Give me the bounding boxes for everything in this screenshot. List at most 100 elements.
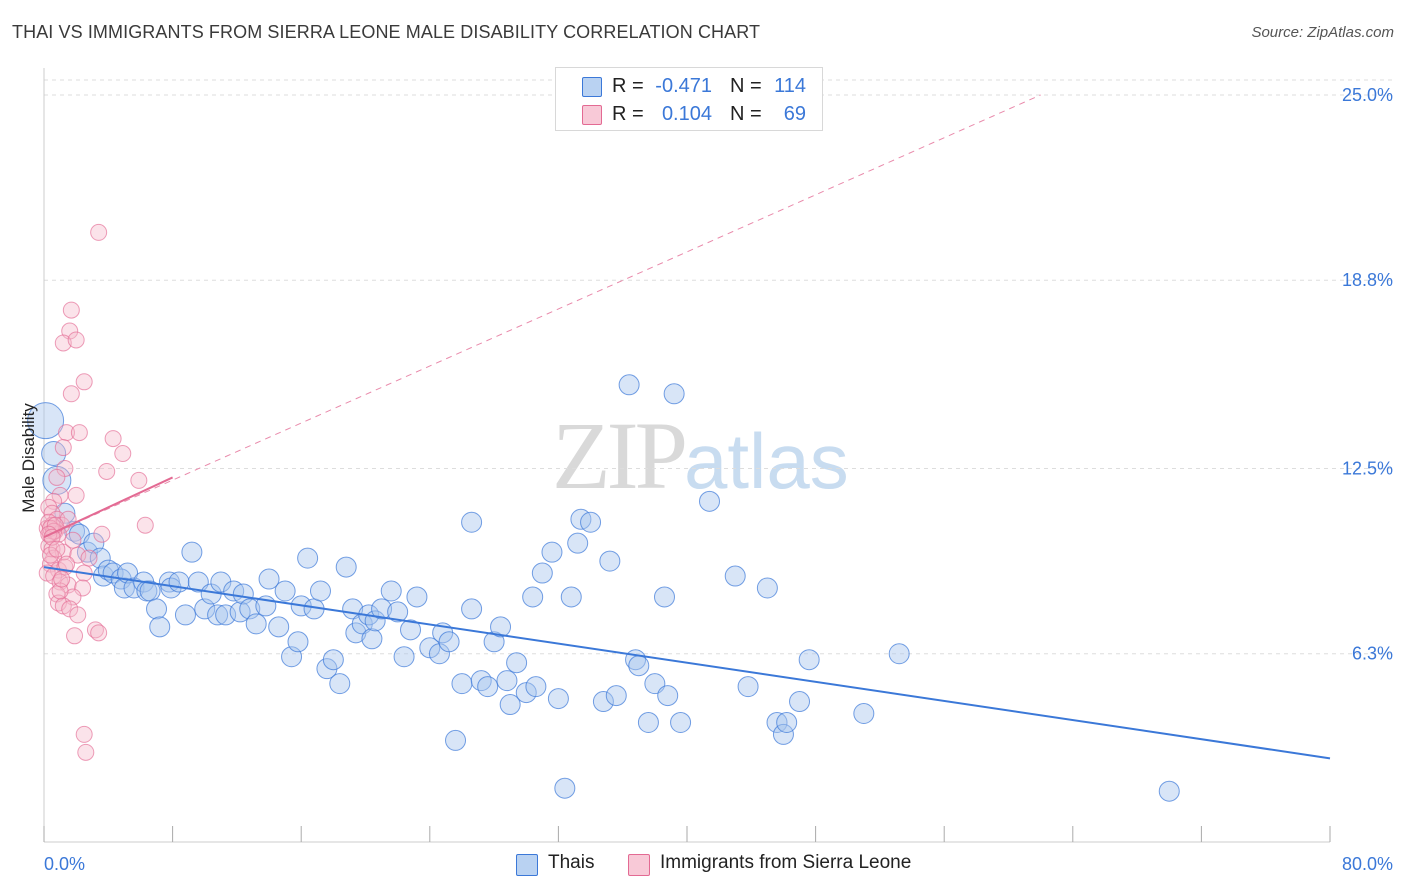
data-point-thais bbox=[258, 568, 280, 590]
bottom-legend-swatch-sierra-leone bbox=[628, 854, 650, 876]
data-point-thais bbox=[27, 402, 65, 440]
data-point-sierra-leone bbox=[114, 445, 132, 463]
data-point-thais bbox=[335, 556, 357, 578]
data-point-thais bbox=[146, 598, 168, 620]
legend-swatch-thais bbox=[582, 77, 602, 97]
data-point-thais bbox=[445, 729, 467, 751]
legend: R = -0.471 N = 114 R = 0.104 N = 69 bbox=[555, 67, 823, 131]
data-point-thais bbox=[297, 547, 319, 569]
data-point-sierra-leone bbox=[67, 331, 85, 349]
legend-row-thais: R = -0.471 N = 114 bbox=[556, 73, 822, 101]
legend-row-sierra-leone: R = 0.104 N = 69 bbox=[556, 101, 822, 129]
data-point-thais bbox=[329, 673, 351, 695]
data-point-thais bbox=[41, 441, 67, 467]
data-point-thais bbox=[174, 604, 196, 626]
data-point-thais bbox=[268, 616, 290, 638]
data-point-sierra-leone bbox=[98, 462, 116, 480]
data-point-sierra-leone bbox=[130, 471, 148, 489]
chart-title: THAI VS IMMIGRANTS FROM SIERRA LEONE MAL… bbox=[12, 22, 761, 42]
data-point-thais bbox=[580, 511, 602, 533]
data-point-thais bbox=[1158, 780, 1180, 802]
data-point-sierra-leone bbox=[48, 540, 66, 558]
bottom-legend-swatch-thais bbox=[516, 854, 538, 876]
data-point-thais bbox=[322, 649, 344, 671]
grid-lines bbox=[44, 79, 1392, 655]
y-tick-label: 12.5% bbox=[1342, 458, 1393, 478]
data-point-thais bbox=[772, 723, 794, 745]
legend-n-label: N = bbox=[730, 103, 762, 125]
data-point-thais bbox=[756, 577, 778, 599]
data-point-thais bbox=[637, 711, 659, 733]
data-point-thais bbox=[554, 777, 576, 799]
data-point-sierra-leone bbox=[80, 549, 98, 567]
y-tick-label: 6.3% bbox=[1352, 644, 1393, 664]
data-point-thais bbox=[451, 673, 473, 695]
data-point-thais bbox=[605, 685, 627, 707]
data-point-thais bbox=[737, 676, 759, 698]
bottom-legend: Thais Immigrants from Sierra Leone bbox=[0, 852, 1406, 878]
data-point-thais bbox=[438, 631, 460, 653]
watermark-zip: ZIP bbox=[552, 402, 688, 509]
data-point-thais bbox=[670, 711, 692, 733]
trend-extension bbox=[43, 94, 1041, 538]
data-point-thais bbox=[470, 670, 492, 692]
data-point-thais bbox=[547, 688, 569, 710]
data-point-thais bbox=[653, 586, 675, 608]
axes bbox=[43, 68, 1331, 843]
legend-n-value: 69 bbox=[783, 103, 806, 125]
data-point-sierra-leone bbox=[136, 516, 154, 534]
data-point-thais bbox=[181, 541, 203, 563]
data-point-sierra-leone bbox=[53, 570, 71, 588]
data-point-thais bbox=[560, 586, 582, 608]
tick-labels: 6.3% 12.5% 18.8% 25.0% 0.0% 80.0% bbox=[44, 85, 1393, 874]
data-point-sierra-leone bbox=[62, 301, 80, 319]
data-point-sierra-leone bbox=[77, 743, 95, 761]
data-point-thais bbox=[699, 490, 721, 512]
data-point-sierra-leone bbox=[66, 627, 84, 645]
data-point-thais bbox=[361, 628, 383, 650]
data-point-thais bbox=[477, 676, 499, 698]
data-point-thais bbox=[207, 604, 229, 626]
data-point-sierra-leone bbox=[90, 624, 108, 642]
data-point-sierra-leone bbox=[62, 385, 80, 403]
data-point-thais bbox=[499, 694, 521, 716]
data-point-thais bbox=[496, 670, 518, 692]
data-point-thais bbox=[210, 571, 232, 593]
y-axis-label: Male Disability bbox=[19, 403, 38, 513]
series-sierra-leone-points bbox=[38, 223, 154, 761]
data-point-thais bbox=[380, 580, 402, 602]
data-point-sierra-leone bbox=[41, 546, 59, 564]
data-point-sierra-leone bbox=[93, 525, 111, 543]
bottom-legend-label-thais: Thais bbox=[548, 852, 595, 873]
legend-r-value: -0.471 bbox=[655, 75, 712, 97]
data-point-thais bbox=[149, 616, 171, 638]
data-point-thais bbox=[287, 631, 309, 653]
data-point-thais bbox=[599, 550, 621, 572]
legend-r-label: R = bbox=[612, 103, 644, 125]
data-point-sierra-leone bbox=[67, 486, 85, 504]
zipatlas-watermark: ZIPatlas bbox=[552, 400, 849, 511]
data-point-thais bbox=[461, 511, 483, 533]
data-point-thais bbox=[541, 541, 563, 563]
data-point-thais bbox=[406, 586, 428, 608]
y-tick-label: 18.8% bbox=[1342, 270, 1393, 290]
legend-r-label: R = bbox=[612, 75, 644, 97]
data-point-thais bbox=[490, 616, 512, 638]
data-point-sierra-leone bbox=[75, 725, 93, 743]
data-point-sierra-leone bbox=[75, 373, 93, 391]
data-point-thais bbox=[525, 676, 547, 698]
legend-n-value: 114 bbox=[774, 75, 806, 97]
bottom-legend-label-sierra-leone: Immigrants from Sierra Leone bbox=[660, 852, 912, 873]
data-point-thais bbox=[522, 586, 544, 608]
trend-line-sierra-leone bbox=[43, 476, 174, 539]
data-point-thais bbox=[245, 613, 267, 635]
data-point-sierra-leone bbox=[54, 334, 72, 352]
data-point-thais bbox=[592, 691, 614, 713]
data-point-thais bbox=[531, 562, 553, 584]
data-point-thais bbox=[888, 643, 910, 665]
data-point-thais bbox=[393, 646, 415, 668]
x-tick-label: 0.0% bbox=[44, 854, 85, 874]
data-point-sierra-leone bbox=[64, 531, 82, 549]
data-point-thais bbox=[387, 601, 409, 623]
data-point-thais bbox=[506, 652, 528, 674]
